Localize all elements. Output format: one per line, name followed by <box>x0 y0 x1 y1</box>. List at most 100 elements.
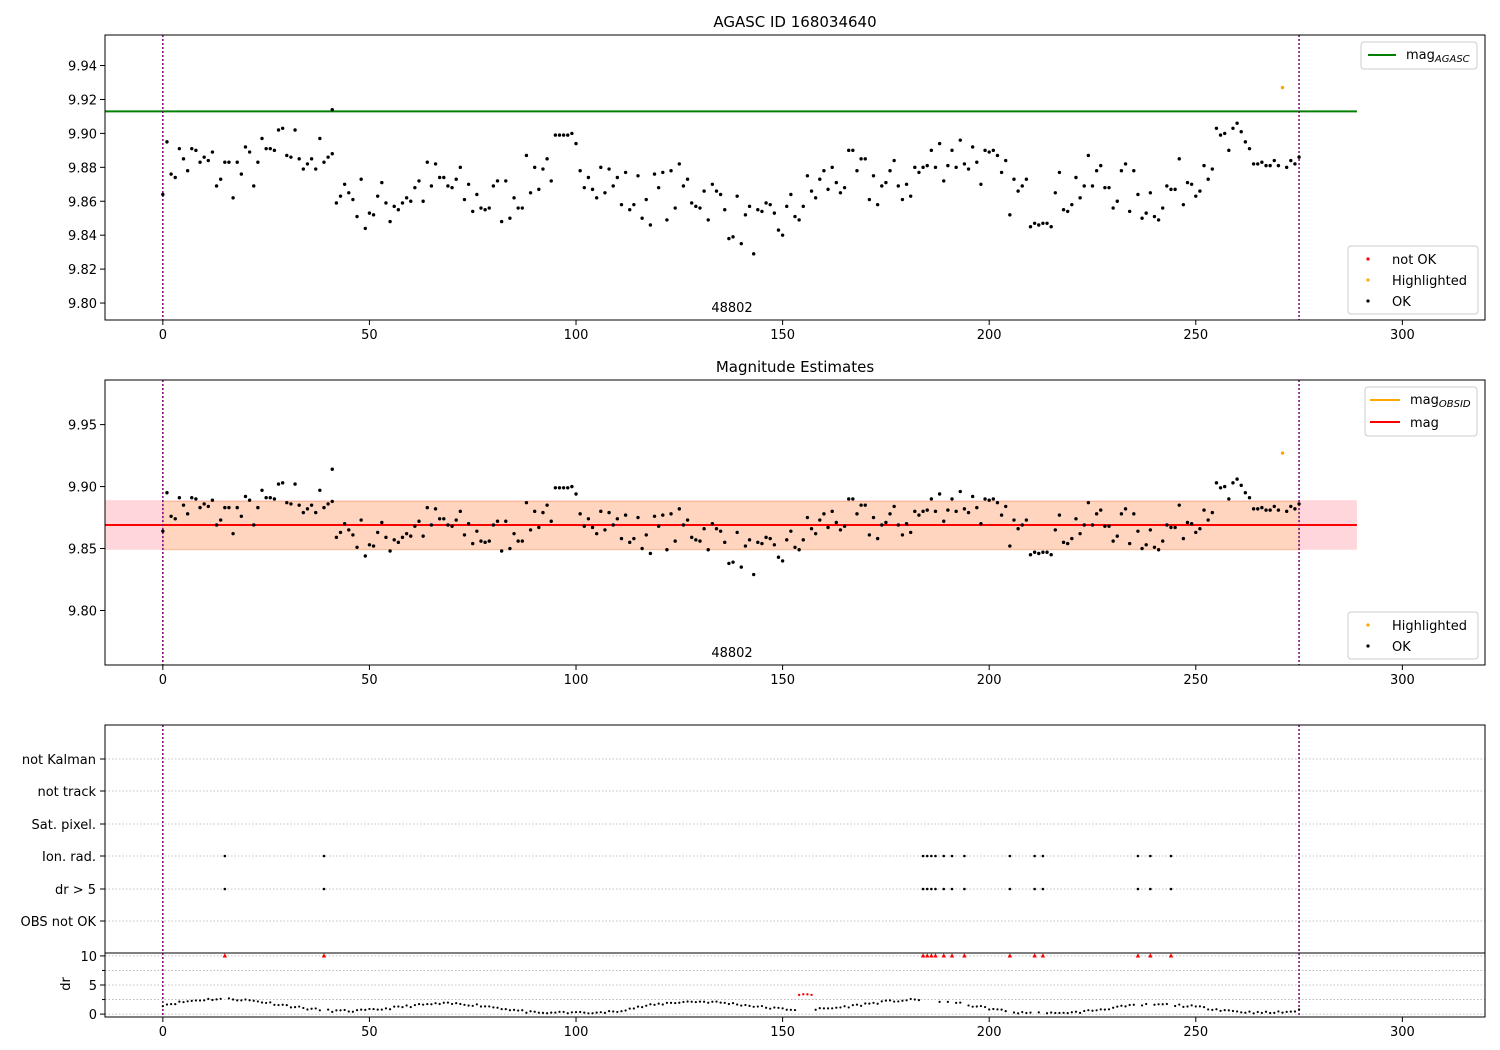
x-tick-label: 50 <box>361 673 378 688</box>
data-point-ok <box>925 163 929 168</box>
data-point-ok <box>1156 218 1161 222</box>
data-point-ok <box>1136 192 1140 197</box>
data-point-ok <box>508 216 512 220</box>
data-point-ok <box>623 513 628 517</box>
data-point-ok <box>1165 523 1169 527</box>
data-point-ok <box>648 551 653 556</box>
data-point-ok <box>309 503 314 507</box>
data-point-ok <box>925 508 929 512</box>
dr-point <box>665 1001 669 1004</box>
dr-point <box>1083 1009 1086 1013</box>
data-point-ok <box>826 187 830 192</box>
dr-point <box>430 1003 433 1006</box>
data-point-ok <box>516 206 520 210</box>
data-point-ok <box>1260 160 1264 164</box>
data-point-ok <box>1198 526 1202 531</box>
data-point-ok <box>491 523 496 527</box>
panel2-y-axis: 9.80 9.85 9.90 9.95 <box>68 419 105 619</box>
dr-point <box>170 1003 173 1006</box>
data-point-ok <box>1202 508 1206 512</box>
data-point-ok <box>479 539 483 543</box>
data-point-ok <box>723 540 727 545</box>
data-point-ok <box>194 497 198 501</box>
data-point-ok <box>1177 503 1181 507</box>
data-point-ok <box>545 503 549 507</box>
data-point-ok <box>706 218 710 222</box>
data-point-ok <box>396 208 401 212</box>
data-point-ok <box>1202 163 1206 168</box>
legend-marker-ok <box>1366 299 1370 303</box>
dr-point <box>368 1007 371 1011</box>
data-point-ok <box>268 146 272 151</box>
data-point-ok <box>330 467 334 471</box>
data-point-ok <box>475 529 479 533</box>
data-point-ok <box>454 518 458 522</box>
dr-point-not-ok <box>810 993 813 997</box>
data-point-ok <box>607 167 611 171</box>
data-point-ok <box>1284 509 1289 514</box>
data-point-ok <box>487 206 491 210</box>
dr-point <box>277 1003 280 1007</box>
data-point-ok <box>1276 508 1281 512</box>
flag-point <box>963 854 966 858</box>
data-point-ok <box>561 133 566 137</box>
panel1-frame <box>104 34 1486 321</box>
data-point-ok <box>347 528 351 532</box>
panel2-points <box>161 451 1301 577</box>
data-point-ok <box>347 191 351 195</box>
data-point-ok <box>747 538 752 542</box>
dr-tick-label: 5 <box>89 979 97 994</box>
data-point-ok <box>599 509 603 514</box>
legend-marker-highlighted-2 <box>1366 623 1370 627</box>
data-point-ok <box>210 150 215 154</box>
data-point-ok <box>392 538 396 542</box>
data-point-ok <box>962 162 967 166</box>
dr-point <box>731 1002 735 1005</box>
dr-point <box>1157 1003 1160 1006</box>
data-point-ok <box>243 145 248 149</box>
x-tick-label: 0 <box>159 328 167 343</box>
dr-point <box>484 1005 487 1008</box>
data-point-ok <box>983 497 987 501</box>
data-point-ok <box>900 533 905 537</box>
data-point-ok <box>871 174 876 178</box>
flag-point <box>1169 854 1173 858</box>
dr-point <box>1021 1010 1024 1014</box>
data-point-ok <box>966 510 971 515</box>
data-point-ok <box>272 148 277 153</box>
data-point-ok <box>999 170 1004 175</box>
dr-point <box>860 1004 863 1007</box>
data-point-ok <box>557 133 562 137</box>
data-point-ok <box>942 179 946 183</box>
data-point-ok <box>404 531 409 536</box>
data-point-ok <box>991 497 996 501</box>
dr-point <box>219 997 222 1000</box>
data-point-ok <box>334 201 339 205</box>
flag-point <box>1033 854 1036 858</box>
data-point-ok <box>1194 530 1198 535</box>
dr-point <box>1132 1003 1135 1006</box>
legend-label-not-ok: not OK <box>1392 253 1437 268</box>
data-point-ok <box>942 519 946 523</box>
y-tick-label: 9.90 <box>68 481 97 496</box>
dr-point <box>508 1009 512 1012</box>
data-point-ok <box>289 155 293 159</box>
data-point-ok <box>1268 163 1272 168</box>
data-point-ok <box>764 535 768 540</box>
data-point-ok <box>867 197 872 202</box>
data-point-ok <box>161 529 165 533</box>
y-tick-label: 9.94 <box>68 60 97 75</box>
data-point-ok <box>896 184 900 188</box>
data-point-ok <box>545 157 549 161</box>
dr-point <box>1037 1011 1040 1014</box>
data-point-ok <box>214 523 219 527</box>
dr-point <box>1058 1011 1061 1015</box>
dr-point <box>475 1003 478 1006</box>
data-point-ok <box>462 533 467 537</box>
data-point-ok <box>578 169 582 173</box>
dr-point <box>203 999 206 1002</box>
data-point-ok <box>223 505 227 510</box>
dr-point <box>814 1008 817 1011</box>
flag-point <box>223 887 227 891</box>
data-point-ok <box>702 189 706 193</box>
